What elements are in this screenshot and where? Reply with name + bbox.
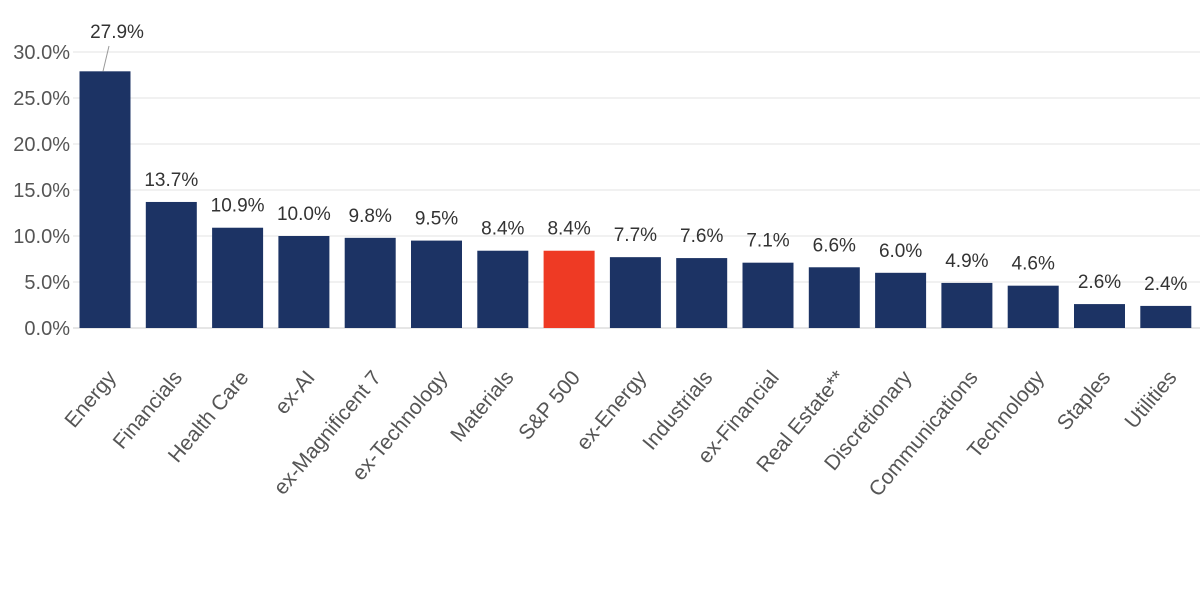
bar [609, 257, 661, 328]
data-label: 7.7% [614, 225, 657, 246]
data-label: 8.4% [547, 219, 590, 240]
y-axis-ticks: 0.0% 5.0% 10.0% 15.0% 20.0% 25.0% 30.0% [13, 42, 70, 340]
data-label: 10.9% [211, 196, 265, 217]
y-tick-label: 15.0% [13, 180, 70, 202]
data-label: 6.6% [813, 235, 856, 256]
bar [1140, 305, 1192, 328]
category-label: ex-AI [271, 366, 320, 418]
bar [411, 240, 462, 328]
data-label: 4.9% [945, 251, 988, 272]
bar [941, 282, 993, 328]
category-label: Staples [1053, 366, 1116, 434]
y-tick-label: 20.0% [13, 134, 70, 156]
y-tick-label: 5.0% [24, 272, 70, 294]
bar [145, 201, 197, 328]
bar [1074, 304, 1125, 328]
data-label: 4.6% [1012, 254, 1055, 275]
category-label: Utilities [1121, 366, 1182, 433]
data-label: 9.5% [415, 209, 458, 230]
bars [79, 71, 1192, 328]
bar-highlight [543, 250, 595, 328]
data-labels: 27.9% 13.7% 10.9% 10.0% 9.8% 9.5% 8.4% 8.4% 7.7%… [90, 22, 1187, 295]
data-label: 9.8% [349, 206, 392, 227]
data-label: 8.4% [481, 219, 524, 240]
bar [477, 250, 529, 328]
data-label: 27.9% [90, 22, 144, 43]
data-label: 2.4% [1144, 274, 1187, 295]
bar [676, 258, 728, 328]
data-label: 2.6% [1078, 272, 1121, 293]
bar [1007, 285, 1059, 328]
data-label: 10.0% [277, 204, 331, 225]
bar [212, 227, 264, 328]
bar [344, 237, 396, 328]
data-label: 13.7% [144, 170, 198, 191]
bar [278, 236, 330, 328]
y-tick-label: 10.0% [13, 226, 70, 248]
y-tick-label: 30.0% [13, 42, 70, 64]
data-label: 7.1% [746, 231, 789, 252]
y-tick-label: 25.0% [13, 88, 70, 110]
label-leader-line [102, 45, 110, 72]
bar [79, 71, 131, 328]
data-label: 6.0% [879, 241, 922, 262]
y-tick-label: 0.0% [24, 318, 70, 340]
category-label: S&P 500 [514, 366, 585, 444]
category-label: Materials [446, 366, 518, 446]
data-label: 7.6% [680, 226, 723, 247]
bar [808, 267, 860, 328]
bar [742, 262, 794, 328]
bar [875, 272, 927, 328]
category-label: Energy [60, 366, 121, 432]
